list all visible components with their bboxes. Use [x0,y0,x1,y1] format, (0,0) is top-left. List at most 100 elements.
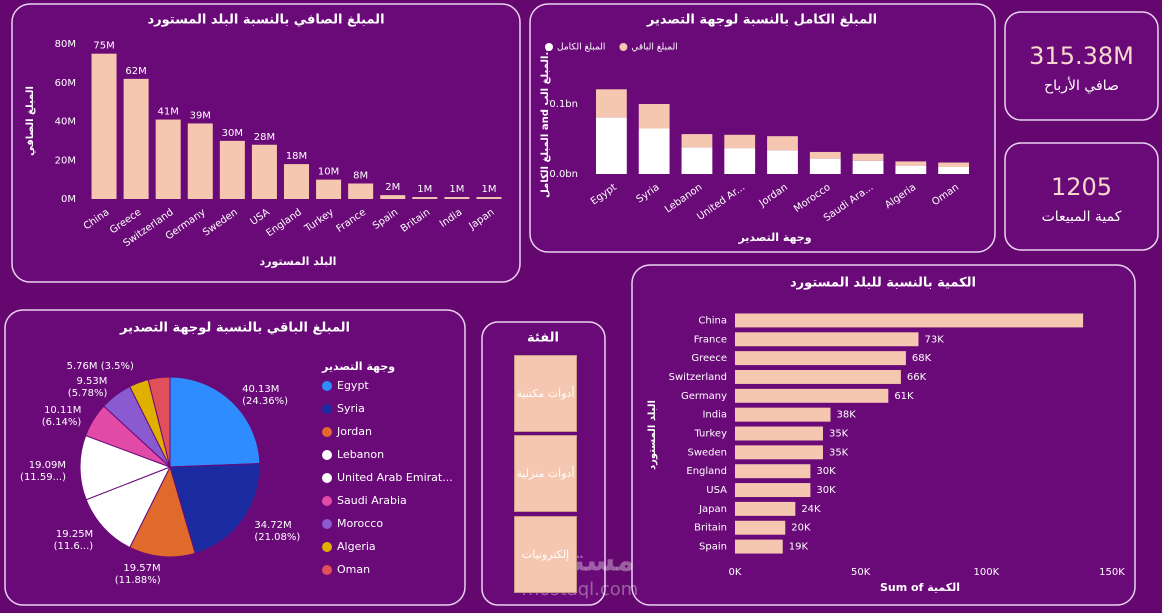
data-label: 8M [353,171,368,182]
data-label: 75M [93,41,114,52]
bar-segment [852,153,884,161]
data-label: 5.76M (3.5%) [66,361,134,373]
data-label: 39M [190,110,211,121]
legend-label: Syria [337,402,365,415]
y-axis-label: البلد المستورد [647,400,658,470]
bar [735,388,889,403]
bar [735,464,811,479]
y-tick-label: 20M [55,155,76,166]
bar [444,197,470,199]
x-tick-label: 0K [729,567,742,578]
bar-segment [767,136,798,151]
legend-marker [322,450,332,460]
x-tick-label: 50K [851,567,871,578]
legend-marker [322,381,332,391]
legend-marker [322,473,332,483]
y-tick-label: Sweden [687,447,727,458]
kpi-value: 1205 [1050,173,1113,201]
bar [316,179,342,199]
slicer-item[interactable]: أدوات مكتبية [514,355,577,432]
bar-segment [638,104,670,129]
x-axis-label: وجهة التصدير [737,231,811,244]
data-label: 30M [222,128,243,139]
kpi-card [1004,142,1159,251]
legend-label: Saudi Arabia [337,494,407,507]
data-label: 24K [801,504,821,515]
data-label: 62M [125,66,146,77]
bar [735,369,901,384]
legend-title: وجهة التصدير [321,360,395,373]
x-tick-label: 150K [1099,567,1125,578]
legend-label: Jordan [336,425,372,438]
legend-label: المبلغ الباقي [631,43,677,53]
y-tick-label: Turkey [693,429,727,440]
data-label: 18M [286,151,307,162]
pie-slice [79,434,172,501]
chart-title: المبلغ الكامل بالنسبة لوجهة التصدير [646,13,877,28]
bar-segment [895,161,927,166]
bar [219,140,245,199]
data-label: 61K [894,391,914,402]
bar [735,332,919,347]
legend-marker [322,519,332,529]
legend-label: Morocco [337,517,383,530]
pie-slice [169,376,261,468]
y-tick-label: Greece [691,353,727,364]
data-label: 66K [907,372,927,383]
bar [476,197,502,199]
y-tick-label: Japan [698,504,727,515]
pie-slice [169,463,261,555]
panel [529,3,996,253]
bar-segment [595,89,627,118]
bar-segment [681,147,713,174]
bar-segment [938,162,970,167]
x-axis-label: البلد المستورد [260,255,337,268]
bar [735,445,823,460]
legend-marker [322,427,332,437]
bar [735,539,783,554]
bar [735,520,786,535]
bar-segment [595,117,627,174]
bar-segment [767,150,798,174]
y-tick-label: 0.1bn [549,99,578,110]
x-tick-label: 100K [974,567,1000,578]
bar [123,78,149,199]
bar [735,351,906,366]
slicer-title: الفئة [527,331,559,346]
data-label: 10.11M (6.14%) [41,404,82,428]
legend-label: Oman [337,563,370,576]
legend-label: Egypt [337,379,369,392]
y-tick-label: 80M [55,39,76,50]
y-tick-label: Switzerland [669,372,727,383]
data-label: 1M [417,184,432,195]
legend-label: المبلغ الكامل [557,43,605,53]
bar [735,501,796,516]
data-label: 40.13M (24.36%) [242,384,289,408]
slicer-item[interactable]: أدوات منزلية [514,435,577,512]
legend-label: Algeria [337,540,376,553]
bar [187,123,213,199]
x-axis-label: Sum of الكمية [880,581,960,594]
legend-marker [322,565,332,575]
y-tick-label: 60M [55,78,76,89]
panel [631,264,1136,606]
data-label: 19.09M (11.59...) [20,459,67,483]
chart-title: الكمية بالنسبة للبلد المستورد [790,276,976,291]
bar-segment [724,134,756,149]
bar-segment [895,165,927,174]
data-label: 41M [158,107,179,118]
bar [735,407,831,422]
y-tick-label: Spain [699,542,727,553]
slicer-item[interactable]: إلكترونيات [514,516,577,593]
kpi-label: صافي الأرباح [1044,78,1119,94]
data-label: 1M [481,184,496,195]
data-label: 1M [449,184,464,195]
y-tick-label: England [686,466,727,477]
bar [155,119,181,199]
kpi-card [1004,11,1159,121]
data-label: 30K [816,485,836,496]
chart-title: المبلغ الباقي بالنسبة لوجهة التصدير [119,321,350,336]
bar-segment [809,158,841,174]
